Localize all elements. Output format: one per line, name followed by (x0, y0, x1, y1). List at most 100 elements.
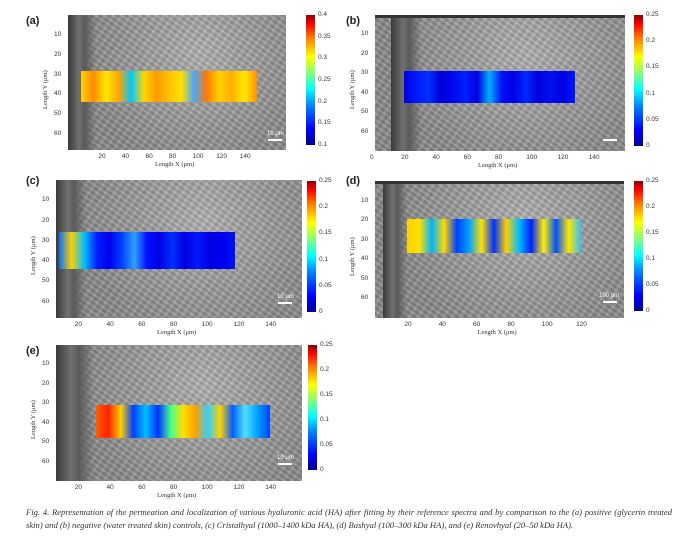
x-tick-label: 140 (265, 484, 277, 491)
x-tick-label: 120 (576, 321, 587, 328)
x-axis-title: Length X (μm) (155, 161, 195, 168)
colorbar (306, 15, 315, 145)
panel-label: (e) (26, 345, 40, 357)
x-tick-label: 120 (216, 153, 228, 160)
y-tick-label: 30 (42, 236, 50, 244)
x-tick-label: 100 (201, 484, 213, 491)
colorbar-tick-label: 0.25 (318, 76, 331, 83)
colorbar-tick-label: 0.15 (319, 229, 332, 237)
y-tick-label: 50 (54, 110, 62, 118)
x-tick-label: 20 (98, 153, 106, 160)
colorbar-tick-label: 0.2 (318, 97, 328, 105)
colorbar-tick-label: 0.1 (646, 255, 656, 262)
x-tick-label: 40 (432, 154, 440, 161)
y-axis-title: Length Y (μm) (42, 69, 49, 109)
chemical-map (407, 219, 581, 253)
colorbar-tick-label: 0.3 (318, 54, 328, 62)
colorbar-tick-label: 0 (646, 142, 650, 149)
x-tick-label: 0 (370, 154, 374, 161)
scale-bar (278, 463, 292, 465)
colorbar (308, 345, 317, 470)
colorbar-tick-label: 0.1 (318, 141, 328, 148)
colorbar-tick-label: 0.35 (318, 32, 331, 40)
x-tick-label: 100 (541, 321, 553, 328)
panel-label: (a) (26, 15, 40, 27)
y-tick-label: 30 (54, 70, 62, 78)
x-tick-label: 100 (192, 153, 204, 160)
y-tick-label: 60 (42, 457, 50, 465)
y-tick-label: 30 (42, 399, 50, 407)
colorbar-tick-label: 0.2 (319, 203, 329, 211)
y-tick-label: 20 (361, 49, 369, 57)
x-tick-label: 40 (438, 321, 446, 328)
y-axis-title: Length Y (μm) (30, 400, 37, 439)
colorbar-tick-label: 0.2 (646, 37, 656, 45)
y-tick-label: 20 (361, 216, 369, 224)
colorbar-tick-label: 0.2 (320, 366, 330, 373)
scale-bar (268, 139, 282, 141)
colorbar-tick-label: 0.25 (320, 341, 333, 348)
colorbar-tick-label: 0.05 (319, 281, 332, 289)
y-tick-label: 10 (361, 196, 369, 204)
colorbar-tick-label: 0.4 (318, 11, 328, 18)
y-axis-title: Length Y (μm) (30, 236, 37, 275)
microscopy-image: 10 μm (68, 15, 286, 150)
scale-bar (603, 139, 617, 141)
y-tick-label: 10 (361, 30, 369, 38)
y-tick-label: 30 (361, 235, 369, 243)
x-tick-label: 140 (588, 154, 600, 161)
y-tick-label: 40 (361, 255, 369, 263)
x-tick-label: 100 (526, 154, 538, 161)
y-tick-label: 40 (42, 418, 50, 426)
x-tick-label: 120 (233, 321, 245, 328)
colorbar-tick-label: 0.15 (646, 229, 659, 236)
y-tick-label: 30 (361, 69, 369, 77)
colorbar-tick-label: 0.1 (320, 416, 330, 423)
x-tick-label: 20 (74, 484, 83, 491)
x-tick-label: 60 (463, 154, 471, 161)
x-tick-label: 80 (507, 321, 515, 328)
y-tick-label: 10 (54, 30, 62, 38)
microscopy-image: 10 μm (56, 345, 302, 481)
colorbar-tick-label: 0.25 (646, 11, 659, 18)
panel-label: (c) (26, 175, 40, 187)
y-tick-label: 40 (42, 257, 50, 265)
microscopy-image (375, 15, 625, 151)
x-tick-label: 60 (138, 321, 146, 328)
x-tick-label: 100 (201, 321, 213, 328)
microscopy-image: 100 μm (375, 181, 624, 318)
colorbar-tick-label: 0.05 (646, 281, 659, 288)
colorbar-tick-label: 0.1 (319, 255, 329, 263)
scale-bar-label: 10 μm (267, 131, 284, 137)
colorbar-tick-label: 0.05 (646, 115, 659, 123)
colorbar (307, 181, 316, 312)
y-tick-label: 40 (361, 88, 369, 96)
colorbar (634, 181, 643, 311)
x-tick-label: 40 (106, 321, 114, 328)
x-tick-label: 140 (239, 153, 251, 160)
scale-bar-label: 10 μm (277, 294, 294, 300)
y-tick-label: 60 (361, 127, 369, 135)
y-tick-label: 20 (42, 379, 50, 387)
x-tick-label: 80 (170, 321, 178, 328)
x-tick-label: 80 (495, 154, 503, 161)
chemical-map (96, 405, 270, 438)
x-axis-title: Length X (μm) (478, 162, 518, 169)
x-tick-label: 120 (557, 154, 569, 161)
y-tick-label: 50 (361, 108, 369, 116)
y-axis-title: Length Y (μm) (349, 236, 356, 276)
microscopy-image: 10 μm (56, 180, 302, 318)
x-tick-label: 80 (169, 153, 177, 160)
x-tick-label: 40 (106, 484, 114, 491)
x-tick-label: 60 (473, 321, 481, 328)
colorbar-tick-label: 0.1 (646, 89, 656, 97)
y-tick-label: 50 (361, 274, 369, 282)
y-tick-label: 50 (42, 438, 50, 446)
scale-bar (603, 301, 617, 303)
x-tick-label: 140 (265, 321, 277, 328)
y-tick-label: 10 (42, 196, 50, 204)
colorbar-tick-label: 0.2 (646, 203, 656, 210)
scale-bar-label: 10 μm (277, 455, 294, 461)
y-tick-label: 50 (42, 277, 50, 285)
y-tick-label: 60 (361, 294, 369, 302)
